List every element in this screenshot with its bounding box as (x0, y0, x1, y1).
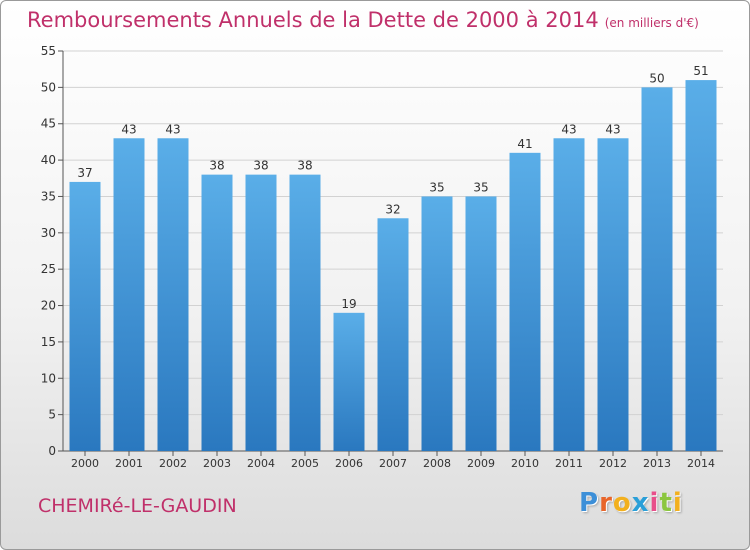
bar-2010 (509, 152, 541, 451)
data-label-2012: 43 (605, 122, 620, 136)
data-label-2013: 50 (649, 71, 664, 85)
bar-2014 (685, 80, 717, 451)
chart-title-text: Remboursements Annuels de la Dette de 20… (27, 8, 599, 32)
x-tick-label-2014: 2014 (687, 457, 715, 470)
bar-2001 (113, 138, 145, 452)
logo-letter: i (649, 488, 660, 518)
data-label-2008: 35 (429, 180, 444, 194)
y-tick-label: 15 (41, 335, 56, 349)
logo-letter: r (599, 488, 613, 518)
data-label-2002: 43 (165, 122, 180, 136)
chart-title: Remboursements Annuels de la Dette de 20… (27, 8, 699, 32)
data-label-2004: 38 (253, 159, 268, 173)
x-tick-label-2008: 2008 (423, 457, 451, 470)
bar-2012 (597, 138, 629, 452)
x-tick-label-2007: 2007 (379, 457, 407, 470)
x-tick-label-2000: 2000 (71, 457, 99, 470)
proxiti-logo: Proxiti (579, 488, 683, 518)
tick-labels: 0 5 10 15 20 25 30 35 40 45 50 55 2000 2001 2002 2003 20… (41, 44, 715, 470)
x-tick-label-2013: 2013 (643, 457, 671, 470)
y-tick-label: 25 (41, 262, 56, 276)
y-tick-label: 0 (48, 444, 56, 458)
x-tick-label-2003: 2003 (203, 457, 231, 470)
bar-2002 (157, 138, 189, 452)
bar-2004 (245, 174, 277, 452)
bar-2011 (553, 138, 585, 452)
bar-2013 (641, 87, 673, 451)
y-tick-label: 35 (41, 189, 56, 203)
data-label-2007: 32 (385, 202, 400, 216)
commune-name: CHEMIRé-LE-GAUDIN (38, 495, 237, 517)
y-tick-label: 45 (41, 117, 56, 131)
x-tick-label-2011: 2011 (555, 457, 583, 470)
x-tick-label-2012: 2012 (599, 457, 627, 470)
bar-2009 (465, 196, 497, 451)
logo-letter: P (579, 488, 600, 518)
x-tick-label-2004: 2004 (247, 457, 275, 470)
y-tick-label: 10 (41, 371, 56, 385)
logo-letter: x (631, 488, 650, 518)
chart-subtitle: (en milliers d'€) (604, 16, 699, 30)
logo-letter: i (672, 488, 683, 518)
x-tick-label-2001: 2001 (115, 457, 143, 470)
x-tick-label-2006: 2006 (335, 457, 363, 470)
y-tick-label: 55 (41, 44, 56, 58)
y-tick-label: 40 (41, 153, 56, 167)
y-tick-label: 50 (41, 80, 56, 94)
data-label-2011: 43 (561, 122, 576, 136)
data-label-2000: 37 (77, 166, 92, 180)
bar-2003 (201, 174, 233, 452)
bar-2008 (421, 196, 453, 451)
data-label-2001: 43 (121, 122, 136, 136)
bar-2005 (289, 174, 321, 452)
data-label-2005: 38 (297, 159, 312, 173)
y-tick-label: 20 (41, 299, 56, 313)
bar-2000 (69, 181, 101, 451)
bars (69, 80, 717, 452)
data-label-2006: 19 (341, 297, 356, 311)
y-tick-label: 5 (48, 408, 56, 422)
logo-letter: o (612, 488, 632, 518)
x-tick-label-2005: 2005 (291, 457, 319, 470)
data-label-2010: 41 (517, 137, 532, 151)
data-label-2009: 35 (473, 180, 488, 194)
x-tick-label-2010: 2010 (511, 457, 539, 470)
x-tick-label-2009: 2009 (467, 457, 495, 470)
y-tick-label: 30 (41, 226, 56, 240)
x-tick-label-2002: 2002 (159, 457, 187, 470)
bar-2007 (377, 218, 409, 451)
data-labels: 37 43 43 38 38 38 19 32 35 35 41 43 43 50 51 (77, 64, 708, 311)
logo-letter: t (659, 488, 673, 518)
bar-2006 (333, 312, 365, 451)
data-label-2014: 51 (693, 64, 708, 78)
data-label-2003: 38 (209, 159, 224, 173)
